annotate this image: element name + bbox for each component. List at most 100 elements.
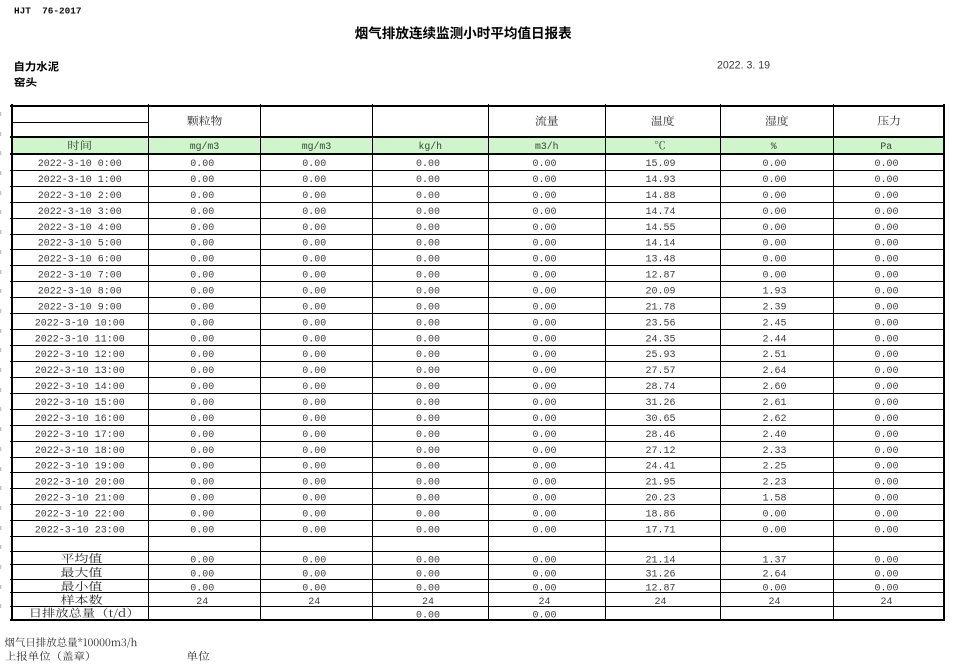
svg-text:0.00: 0.00 <box>190 175 214 186</box>
svg-text:2.64: 2.64 <box>762 366 786 377</box>
svg-text:2.33: 2.33 <box>762 446 786 457</box>
svg-text:0.00: 0.00 <box>190 478 214 489</box>
svg-text:0.00: 0.00 <box>532 175 556 186</box>
svg-text:0.00: 0.00 <box>416 446 440 457</box>
svg-text:0.00: 0.00 <box>190 159 214 170</box>
svg-text:0.00: 0.00 <box>532 398 556 409</box>
svg-text:0.00: 0.00 <box>762 175 786 186</box>
svg-text:2022-3-10 12:00: 2022-3-10 12:00 <box>35 350 125 361</box>
svg-text:0.00: 0.00 <box>762 271 786 282</box>
svg-text:0.00: 0.00 <box>190 350 214 361</box>
svg-text:0.00: 0.00 <box>532 569 556 580</box>
svg-text:0.00: 0.00 <box>532 446 556 457</box>
svg-text:0.00: 0.00 <box>874 255 898 266</box>
svg-text:0.00: 0.00 <box>190 271 214 282</box>
svg-text:0.00: 0.00 <box>302 583 326 594</box>
svg-text:24: 24 <box>308 597 320 608</box>
svg-text:0.00: 0.00 <box>302 569 326 580</box>
svg-text:14.93: 14.93 <box>645 175 675 186</box>
svg-text:0.00: 0.00 <box>762 159 786 170</box>
svg-text:0.00: 0.00 <box>532 255 556 266</box>
svg-text:0.00: 0.00 <box>874 430 898 441</box>
svg-text:0.00: 0.00 <box>190 569 214 580</box>
svg-text:0.00: 0.00 <box>190 191 214 202</box>
svg-text:0.00: 0.00 <box>762 525 786 536</box>
svg-text:27.57: 27.57 <box>645 366 675 377</box>
svg-text:2.40: 2.40 <box>762 430 786 441</box>
svg-text:2022-3-10 13:00: 2022-3-10 13:00 <box>35 366 125 377</box>
svg-text:0.00: 0.00 <box>532 159 556 170</box>
svg-text:2022-3-10 6:00: 2022-3-10 6:00 <box>38 255 122 266</box>
svg-text:0.00: 0.00 <box>874 398 898 409</box>
svg-text:2022-3-10 23:00: 2022-3-10 23:00 <box>35 525 125 536</box>
svg-text:0.00: 0.00 <box>532 478 556 489</box>
svg-text:2.23: 2.23 <box>762 478 786 489</box>
svg-text:27.12: 27.12 <box>645 446 675 457</box>
svg-text:0.00: 0.00 <box>874 271 898 282</box>
svg-text:0.00: 0.00 <box>302 478 326 489</box>
svg-text:0.00: 0.00 <box>532 430 556 441</box>
svg-text:0.00: 0.00 <box>416 569 440 580</box>
svg-text:0.00: 0.00 <box>874 302 898 313</box>
svg-text:0.00: 0.00 <box>532 583 556 594</box>
svg-text:0.00: 0.00 <box>302 382 326 393</box>
svg-text:0.00: 0.00 <box>190 318 214 329</box>
svg-text:2022-3-10 3:00: 2022-3-10 3:00 <box>38 207 122 218</box>
svg-text:2.60: 2.60 <box>762 382 786 393</box>
svg-text:0.00: 0.00 <box>190 510 214 521</box>
svg-text:2022-3-10 5:00: 2022-3-10 5:00 <box>38 239 122 250</box>
svg-text:21.95: 21.95 <box>645 478 675 489</box>
svg-text:2022-3-10 18:00: 2022-3-10 18:00 <box>35 446 125 457</box>
svg-text:28.46: 28.46 <box>645 430 675 441</box>
svg-text:0.00: 0.00 <box>874 462 898 473</box>
svg-text:0.00: 0.00 <box>190 382 214 393</box>
svg-text:0.00: 0.00 <box>532 318 556 329</box>
svg-text:14.55: 14.55 <box>645 223 675 234</box>
svg-text:0.00: 0.00 <box>532 382 556 393</box>
svg-text:kg/h: kg/h <box>418 141 442 152</box>
svg-text:2.62: 2.62 <box>762 414 786 425</box>
svg-text:0.00: 0.00 <box>416 207 440 218</box>
svg-text:0.00: 0.00 <box>190 555 214 566</box>
svg-text:0.00: 0.00 <box>416 398 440 409</box>
svg-text:14.88: 14.88 <box>645 191 675 202</box>
svg-text:0.00: 0.00 <box>302 175 326 186</box>
svg-text:0.00: 0.00 <box>302 239 326 250</box>
svg-text:0.00: 0.00 <box>874 334 898 345</box>
svg-text:0.00: 0.00 <box>532 510 556 521</box>
svg-text:28.74: 28.74 <box>645 382 675 393</box>
svg-text:0.00: 0.00 <box>302 223 326 234</box>
svg-text:0.00: 0.00 <box>190 255 214 266</box>
svg-text:31.26: 31.26 <box>645 398 675 409</box>
svg-text:0.00: 0.00 <box>302 366 326 377</box>
svg-text:0.00: 0.00 <box>416 555 440 566</box>
svg-text:0.00: 0.00 <box>532 414 556 425</box>
svg-text:0.00: 0.00 <box>532 494 556 505</box>
svg-text:24.41: 24.41 <box>645 462 675 473</box>
svg-text:2.45: 2.45 <box>762 318 786 329</box>
svg-text:0.00: 0.00 <box>190 207 214 218</box>
svg-text:0.00: 0.00 <box>762 255 786 266</box>
svg-text:0.00: 0.00 <box>302 302 326 313</box>
svg-text:14.74: 14.74 <box>645 207 675 218</box>
svg-text:2022-3-10 22:00: 2022-3-10 22:00 <box>35 510 125 521</box>
svg-text:2022-3-10 21:00: 2022-3-10 21:00 <box>35 494 125 505</box>
svg-text:0.00: 0.00 <box>302 318 326 329</box>
svg-text:21.78: 21.78 <box>645 302 675 313</box>
svg-text:mg/m3: mg/m3 <box>302 141 332 152</box>
svg-text:14.14: 14.14 <box>645 239 675 250</box>
svg-text:17.71: 17.71 <box>645 525 675 536</box>
svg-text:2.39: 2.39 <box>762 302 786 313</box>
svg-text:2022-3-10 2:00: 2022-3-10 2:00 <box>38 191 122 202</box>
svg-text:0.00: 0.00 <box>190 287 214 298</box>
svg-text:0.00: 0.00 <box>190 494 214 505</box>
svg-text:0.00: 0.00 <box>416 175 440 186</box>
svg-text:0.00: 0.00 <box>416 191 440 202</box>
svg-text:0.00: 0.00 <box>762 583 786 594</box>
svg-text:0.00: 0.00 <box>416 478 440 489</box>
svg-text:0.00: 0.00 <box>190 239 214 250</box>
svg-text:0.00: 0.00 <box>532 610 556 621</box>
svg-text:0.00: 0.00 <box>874 569 898 580</box>
svg-text:0.00: 0.00 <box>874 446 898 457</box>
svg-text:23.56: 23.56 <box>645 318 675 329</box>
